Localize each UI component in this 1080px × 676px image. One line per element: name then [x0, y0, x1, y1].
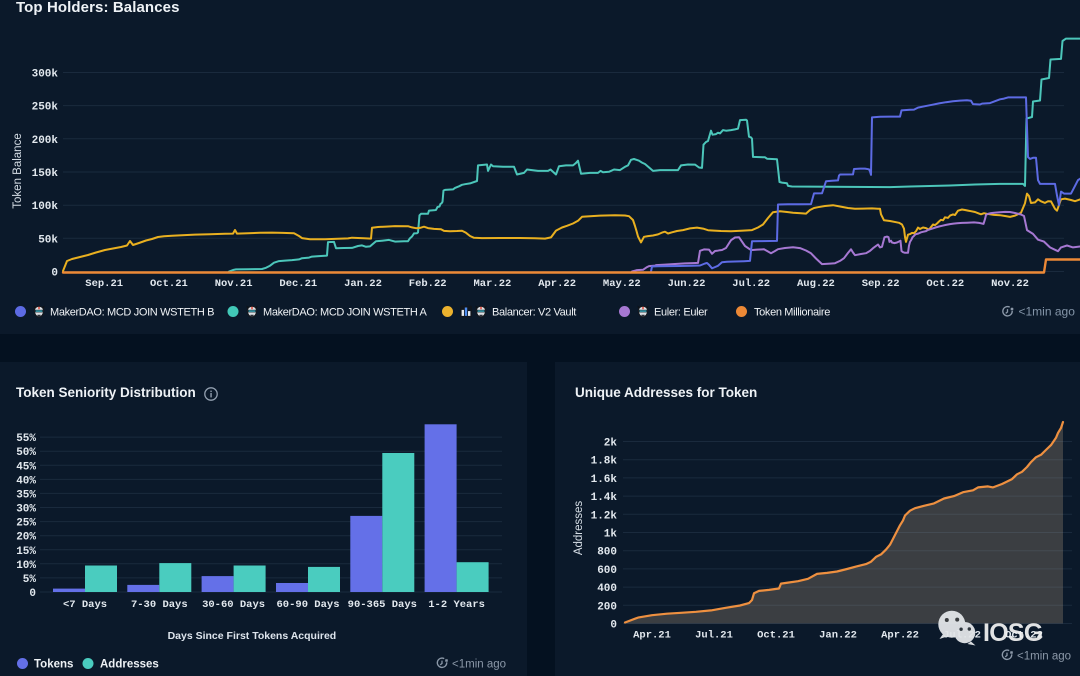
svg-text:55%: 55%	[16, 433, 36, 445]
svg-text:Apr.22: Apr.22	[881, 630, 919, 642]
svg-text:1k: 1k	[604, 529, 618, 541]
svg-text:100k: 100k	[32, 201, 59, 213]
svg-text:Aug.22: Aug.22	[797, 278, 835, 290]
svg-text:Jan.22: Jan.22	[344, 278, 382, 290]
svg-text:200: 200	[597, 601, 617, 613]
svg-text:300k: 300k	[32, 69, 59, 81]
svg-text:Oct.21: Oct.21	[150, 278, 188, 290]
svg-text:200k: 200k	[32, 135, 59, 147]
svg-text:Sep.22: Sep.22	[862, 278, 900, 290]
svg-text:20%: 20%	[16, 532, 36, 544]
svg-text:7-30 Days: 7-30 Days	[131, 599, 188, 611]
svg-text:Oct.22: Oct.22	[1005, 630, 1043, 642]
svg-text:Jun.22: Jun.22	[668, 278, 706, 290]
svg-text:1.8k: 1.8k	[591, 456, 618, 468]
svg-text:0: 0	[51, 268, 58, 280]
svg-text:<1min ago: <1min ago	[1017, 651, 1071, 663]
svg-text:90-365 Days: 90-365 Days	[348, 599, 417, 611]
svg-text:25%: 25%	[16, 518, 36, 530]
svg-text:800: 800	[597, 547, 617, 559]
svg-text:1.2k: 1.2k	[591, 510, 618, 522]
svg-text:Addresses: Addresses	[573, 501, 585, 556]
svg-text:5%: 5%	[23, 574, 37, 586]
svg-text:Nov.21: Nov.21	[215, 278, 253, 290]
svg-text:40%: 40%	[16, 475, 36, 487]
svg-text:35%: 35%	[16, 489, 36, 501]
svg-text:<7 Days: <7 Days	[63, 599, 107, 611]
svg-text:50k: 50k	[38, 234, 58, 246]
svg-text:Oct.21: Oct.21	[757, 630, 795, 642]
svg-text:0: 0	[610, 620, 617, 632]
svg-text:Addresses: Addresses	[100, 659, 159, 671]
svg-text:Dec.21: Dec.21	[279, 278, 317, 290]
svg-text:Tokens: Tokens	[34, 659, 73, 671]
svg-text:600: 600	[597, 565, 617, 577]
svg-text:Oct.22: Oct.22	[926, 278, 964, 290]
svg-text:Sep.21: Sep.21	[85, 278, 123, 290]
svg-text:150k: 150k	[32, 168, 59, 180]
svg-text:Mar.22: Mar.22	[473, 278, 511, 290]
svg-text:Jan.22: Jan.22	[819, 630, 857, 642]
svg-text:1.4k: 1.4k	[591, 492, 618, 504]
svg-text:May.22: May.22	[603, 278, 641, 290]
svg-text:0: 0	[29, 588, 36, 600]
svg-text:30-60 Days: 30-60 Days	[202, 599, 265, 611]
svg-text:Jul.22: Jul.22	[732, 278, 770, 290]
svg-text:50%: 50%	[16, 447, 36, 459]
svg-text:1.6k: 1.6k	[591, 474, 618, 486]
svg-text:250k: 250k	[32, 102, 59, 114]
svg-text:Jul.21: Jul.21	[695, 630, 733, 642]
svg-text:Nov.22: Nov.22	[991, 278, 1029, 290]
svg-text:Token Balance: Token Balance	[12, 133, 24, 208]
svg-text:400: 400	[597, 583, 617, 595]
svg-text:Apr.21: Apr.21	[633, 630, 671, 642]
svg-text:30%: 30%	[16, 504, 36, 516]
svg-text:<1min ago: <1min ago	[452, 659, 506, 671]
svg-text:1-2 Years: 1-2 Years	[428, 599, 485, 611]
svg-text:IOSG: IOSG	[983, 619, 1043, 647]
svg-text:15%: 15%	[16, 546, 36, 558]
svg-text:10%: 10%	[16, 560, 36, 572]
svg-text:60-90 Days: 60-90 Days	[276, 599, 339, 611]
svg-text:Feb.22: Feb.22	[409, 278, 447, 290]
svg-text:2k: 2k	[604, 438, 618, 450]
svg-text:Apr.22: Apr.22	[538, 278, 576, 290]
svg-text:45%: 45%	[16, 461, 36, 473]
svg-text:Days Since First Tokens Acquir: Days Since First Tokens Acquired	[168, 630, 337, 642]
